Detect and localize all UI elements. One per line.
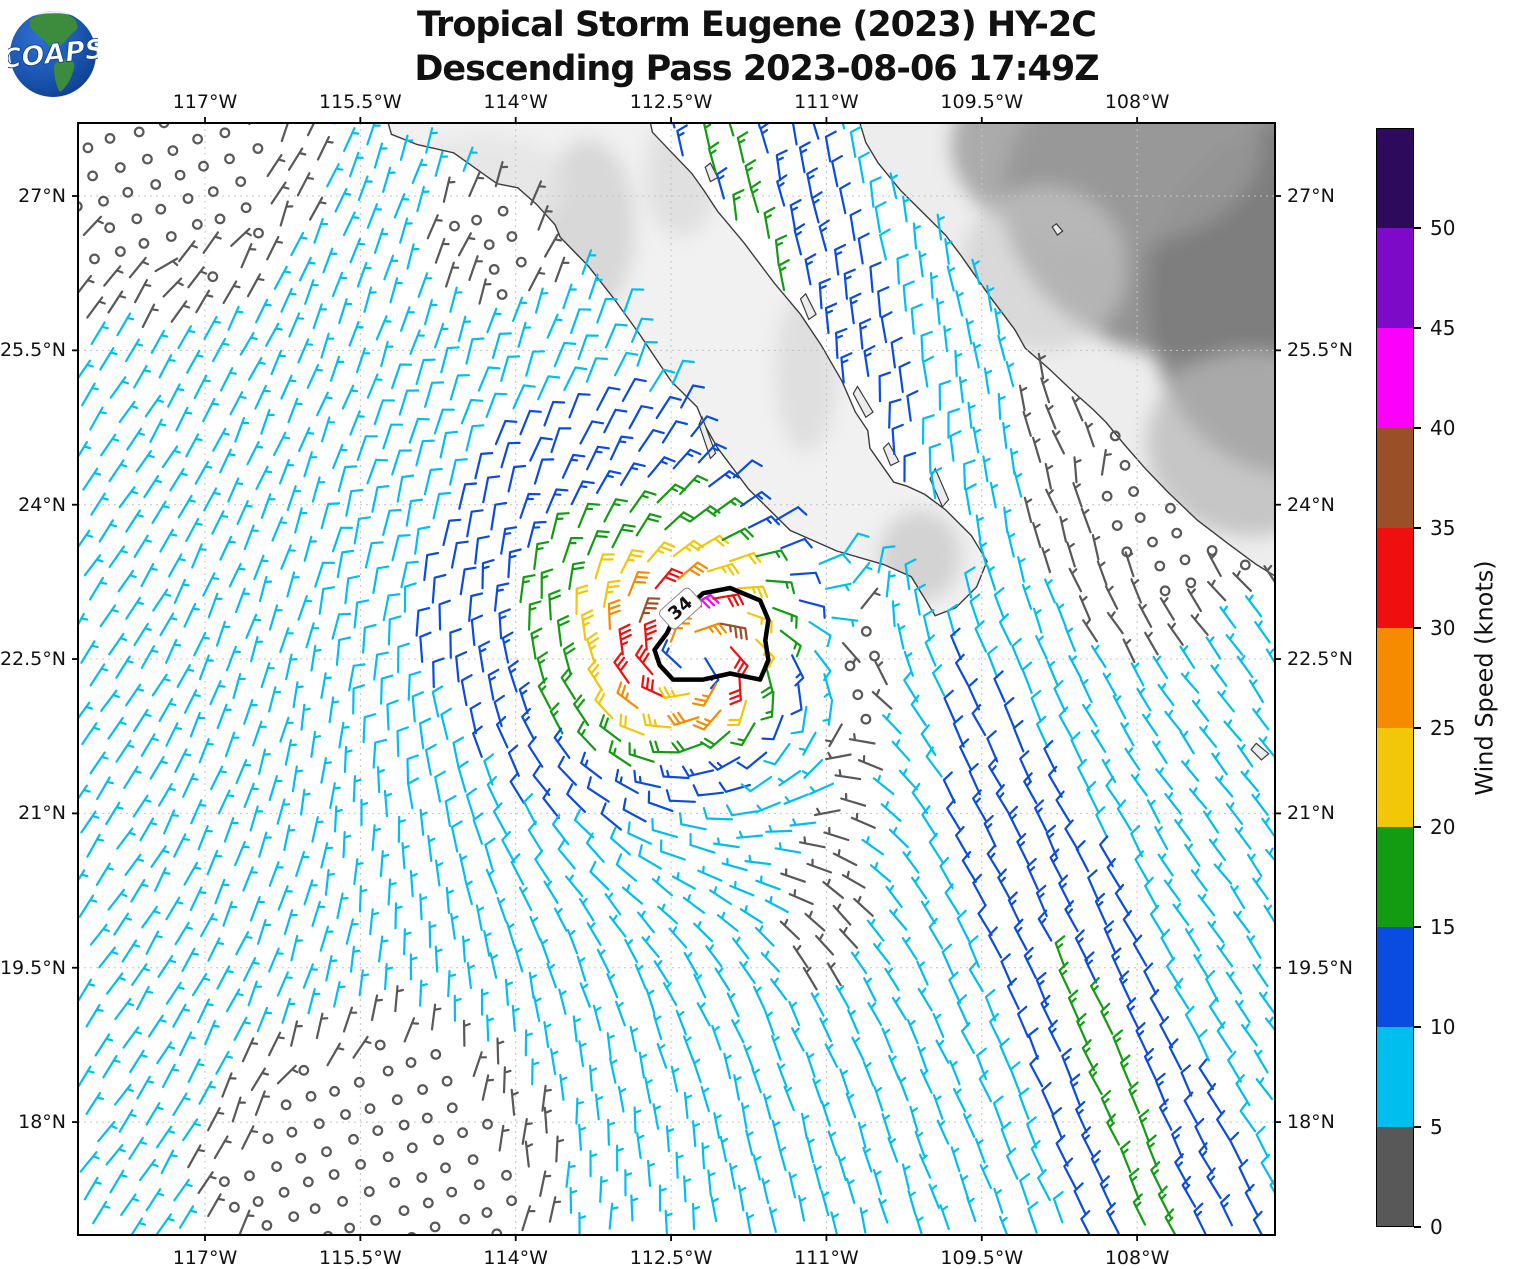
- lon-tick-label-bottom: 114°W: [483, 1247, 548, 1269]
- plot-frame: [77, 122, 1276, 1236]
- wind-barbs: [78, 123, 1275, 1235]
- coastline-mainland: [859, 123, 1275, 577]
- island: [799, 292, 817, 321]
- lon-tick-label-top: 111°W: [794, 91, 859, 113]
- lon-tick-label-bottom: 111°W: [794, 1247, 859, 1269]
- lon-tick-label-top: 109.5°W: [940, 91, 1024, 113]
- colorbar-tick-label: 50: [1430, 215, 1456, 240]
- colorbar-tick-label: 10: [1430, 1015, 1456, 1040]
- colorbar-segment-5-10: [1376, 1027, 1414, 1128]
- lat-tick-label-left: 18°N: [18, 1111, 66, 1134]
- lat-tick-label-left: 22.5°N: [0, 648, 66, 671]
- island: [1250, 742, 1270, 761]
- lat-tick-label-right: 27°N: [1287, 185, 1335, 207]
- coaps-logo: COAPS: [8, 10, 98, 97]
- colorbar-segment-45-50: [1376, 227, 1414, 329]
- colorbar-segment-30-35: [1376, 527, 1414, 628]
- colorbar-tick-label: 20: [1430, 815, 1456, 840]
- land-baja: [388, 123, 987, 616]
- colorbar-frame: [1376, 128, 1414, 1227]
- island: [852, 385, 874, 419]
- lat-tick-label-left: 25.5°N: [0, 339, 66, 362]
- colorbar-segment-50-55: [1376, 128, 1414, 229]
- colorbar-axis-label: Wind Speed (knots): [1471, 559, 1499, 796]
- logo-north-america: [29, 12, 78, 48]
- colorbar-tick: [1414, 726, 1421, 729]
- colorbar-segment-15-20: [1376, 827, 1414, 928]
- lat-tick-label-right: 19.5°N: [1287, 956, 1354, 979]
- logo-south-america: [54, 58, 75, 92]
- lon-tick-label-bottom: 109.5°W: [940, 1247, 1024, 1269]
- colorbar-tick-label: 25: [1430, 715, 1456, 740]
- colorbar-segment-25-30: [1376, 627, 1414, 728]
- colorbar-segment-40-45: [1376, 327, 1414, 429]
- colorbar-tick: [1414, 426, 1421, 429]
- colorbar-segment-35-40: [1376, 427, 1414, 529]
- colorbar-tick: [1414, 826, 1421, 829]
- island: [1051, 222, 1064, 236]
- lon-tick-label-bottom: 117°W: [172, 1247, 238, 1269]
- colorbar-tick-label: 15: [1430, 915, 1456, 940]
- gridlines: [78, 123, 1275, 1235]
- colorbar-tick-label: 0: [1430, 1215, 1443, 1239]
- lon-tick-label-bottom: 112.5°W: [629, 1247, 713, 1269]
- lat-tick-label-left: 27°N: [18, 185, 66, 207]
- chart-title-line1: Tropical Storm Eugene (2023) HY-2C: [417, 5, 1097, 45]
- colorbar-tick: [1414, 1126, 1421, 1129]
- colorbar-tick: [1414, 926, 1421, 929]
- colorbar-tick-label: 5: [1430, 1115, 1443, 1140]
- lat-tick-label-right: 24°N: [1287, 493, 1335, 516]
- colorbar-tick: [1414, 226, 1421, 229]
- coastline-baja: [387, 123, 988, 617]
- colorbar-segment-20-25: [1376, 727, 1414, 828]
- lon-tick-label-top: 115.5°W: [319, 91, 402, 113]
- logo-globe-icon: [10, 11, 96, 97]
- island: [882, 442, 900, 467]
- lon-tick-label-bottom: 115.5°W: [319, 1247, 402, 1269]
- logo-text: COAPS: [8, 34, 98, 76]
- colorbar-segment-10-15: [1376, 927, 1414, 1028]
- chart-title-line2: Descending Pass 2023-08-06 17:49Z: [414, 49, 1099, 89]
- colorbar-tick-label: 40: [1430, 415, 1456, 440]
- colorbar-tick: [1414, 626, 1421, 629]
- lat-tick-label-right: 18°N: [1287, 1111, 1335, 1134]
- lon-tick-label-top: 117°W: [172, 91, 238, 113]
- logo-ice-cap: [28, 10, 74, 18]
- lat-tick-label-right: 21°N: [1287, 802, 1335, 825]
- colorbar-tick: [1414, 1226, 1421, 1228]
- colorbar-tick: [1414, 1026, 1421, 1029]
- colorbar-tick-label: 30: [1430, 615, 1456, 640]
- colorbar-tick-label: 45: [1430, 315, 1456, 340]
- lat-tick-label-left: 21°N: [18, 802, 66, 825]
- colorbar-tick-label: 35: [1430, 515, 1456, 540]
- lon-tick-label-bottom: 108°W: [1104, 1247, 1170, 1269]
- axis-tick-marks: [72, 117, 1281, 1241]
- colorbar-segment-0-5: [1376, 1127, 1414, 1228]
- lat-tick-label-left: 24°N: [18, 493, 66, 516]
- lat-tick-label-right: 22.5°N: [1287, 648, 1354, 671]
- lon-tick-label-top: 108°W: [1104, 91, 1170, 113]
- lat-tick-label-left: 19.5°N: [0, 956, 66, 979]
- lon-tick-label-top: 114°W: [483, 91, 548, 113]
- colorbar-tick: [1414, 326, 1421, 329]
- colorbar-tick: [1414, 526, 1421, 529]
- lon-tick-label-top: 112.5°W: [629, 91, 713, 113]
- land-group: [387, 123, 1275, 761]
- lat-tick-label-right: 25.5°N: [1287, 339, 1354, 362]
